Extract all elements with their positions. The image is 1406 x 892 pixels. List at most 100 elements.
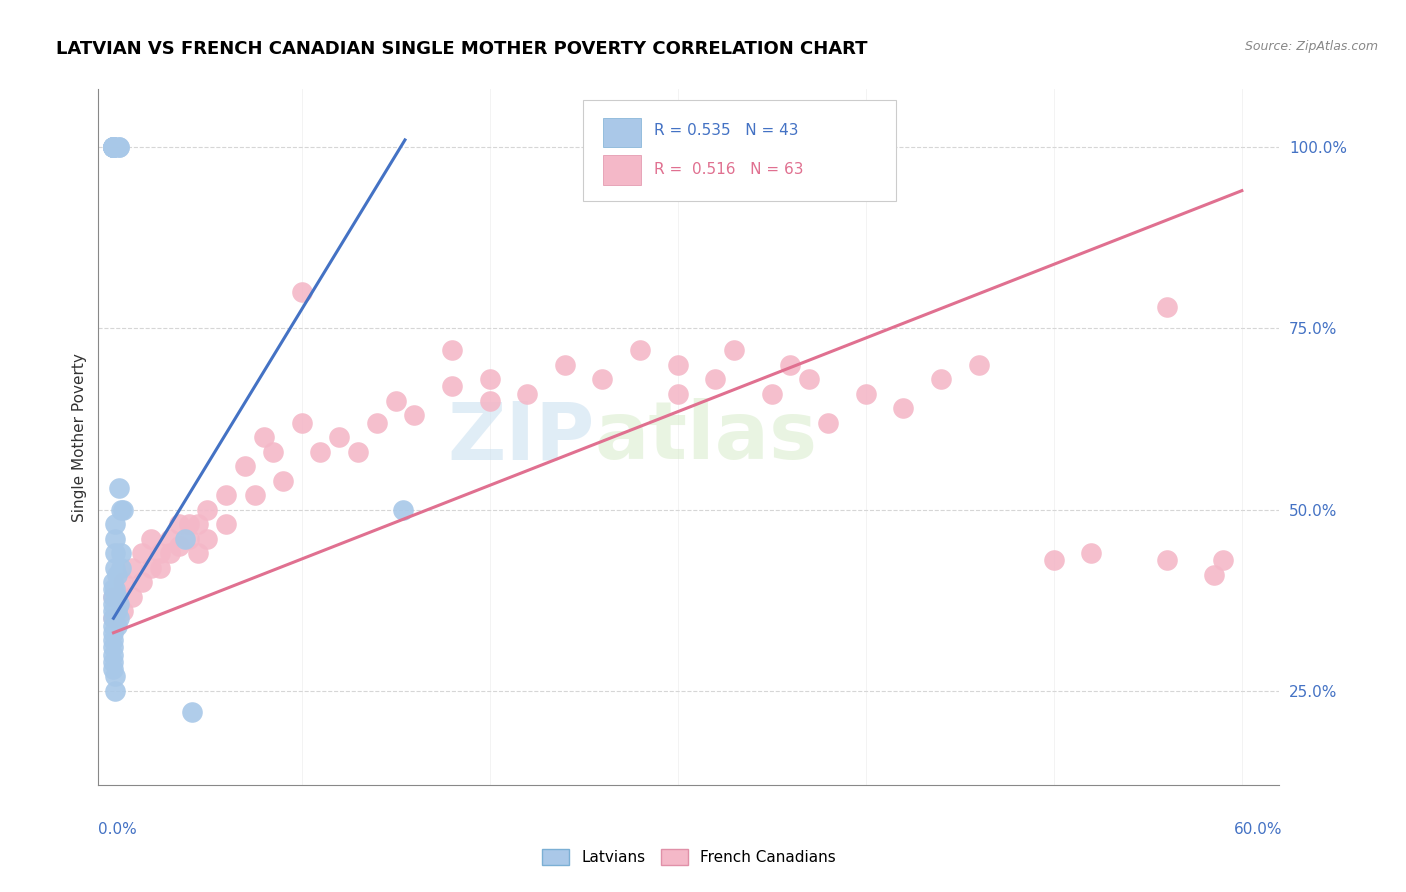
Point	[103, 590, 125, 604]
Point	[104, 546, 127, 560]
Text: R = 0.535   N = 43: R = 0.535 N = 43	[654, 123, 799, 138]
Point	[103, 611, 125, 625]
Text: Source: ZipAtlas.com: Source: ZipAtlas.com	[1244, 40, 1378, 54]
Point	[516, 386, 538, 401]
Point	[197, 502, 219, 516]
Point	[779, 358, 801, 372]
Point	[723, 343, 745, 358]
Point	[554, 358, 576, 372]
Point	[243, 488, 266, 502]
Point	[666, 358, 689, 372]
Point	[159, 532, 181, 546]
Point	[110, 502, 132, 516]
Point	[131, 546, 153, 560]
Point	[366, 416, 388, 430]
Point	[111, 604, 134, 618]
Point	[103, 140, 125, 154]
Point	[1212, 553, 1234, 567]
Point	[761, 386, 783, 401]
Point	[104, 560, 127, 574]
Point	[215, 488, 238, 502]
Point	[271, 474, 294, 488]
Point	[328, 430, 350, 444]
Point	[169, 517, 191, 532]
Point	[169, 539, 191, 553]
Point	[103, 140, 125, 154]
Text: atlas: atlas	[595, 398, 817, 476]
Point	[215, 517, 238, 532]
Point	[105, 604, 128, 618]
Point	[104, 517, 127, 532]
Bar	[603, 118, 641, 147]
Point	[104, 669, 127, 683]
Point	[174, 532, 197, 546]
Point	[103, 140, 125, 154]
Point	[404, 409, 426, 423]
Point	[967, 358, 990, 372]
Point	[384, 393, 406, 408]
Point	[108, 611, 131, 625]
Point	[149, 546, 172, 560]
Point	[103, 590, 125, 604]
Point	[103, 611, 125, 625]
Point	[131, 574, 153, 589]
Point	[929, 372, 952, 386]
Point	[1202, 567, 1225, 582]
Point	[177, 517, 200, 532]
Point	[177, 532, 200, 546]
Point	[187, 517, 209, 532]
Text: R =  0.516   N = 63: R = 0.516 N = 63	[654, 161, 803, 177]
Point	[108, 481, 131, 495]
Point	[628, 343, 651, 358]
Point	[105, 618, 128, 632]
Point	[111, 502, 134, 516]
Point	[392, 502, 415, 516]
Legend: Latvians, French Canadians: Latvians, French Canadians	[536, 843, 842, 871]
Point	[104, 532, 127, 546]
Point	[1156, 553, 1178, 567]
Point	[110, 560, 132, 574]
Point	[108, 140, 131, 154]
Point	[104, 683, 127, 698]
Point	[309, 444, 332, 458]
Point	[149, 560, 172, 574]
Point	[103, 597, 125, 611]
Point	[103, 625, 125, 640]
Point	[103, 662, 125, 676]
Point	[440, 379, 463, 393]
Y-axis label: Single Mother Poverty: Single Mother Poverty	[72, 352, 87, 522]
Point	[1080, 546, 1102, 560]
Point	[253, 430, 276, 444]
Point	[290, 416, 312, 430]
Bar	[603, 155, 641, 185]
Point	[103, 140, 125, 154]
Point	[478, 393, 501, 408]
Point	[181, 706, 204, 720]
Point	[440, 343, 463, 358]
Point	[139, 560, 162, 574]
Point	[103, 140, 125, 154]
Point	[187, 546, 209, 560]
Point	[290, 285, 312, 299]
Point	[704, 372, 727, 386]
Point	[108, 597, 131, 611]
Point	[197, 532, 219, 546]
Point	[105, 590, 128, 604]
Point	[347, 444, 370, 458]
Point	[855, 386, 877, 401]
Point	[103, 618, 125, 632]
Point	[891, 401, 914, 416]
Point	[103, 648, 125, 662]
Point	[104, 582, 127, 597]
Point	[666, 386, 689, 401]
Point	[103, 574, 125, 589]
Point	[478, 372, 501, 386]
Point	[817, 416, 839, 430]
Text: ZIP: ZIP	[447, 398, 595, 476]
Point	[105, 567, 128, 582]
Text: 0.0%: 0.0%	[98, 822, 138, 837]
Point	[111, 574, 134, 589]
Point	[103, 582, 125, 597]
Point	[139, 532, 162, 546]
Point	[103, 633, 125, 648]
